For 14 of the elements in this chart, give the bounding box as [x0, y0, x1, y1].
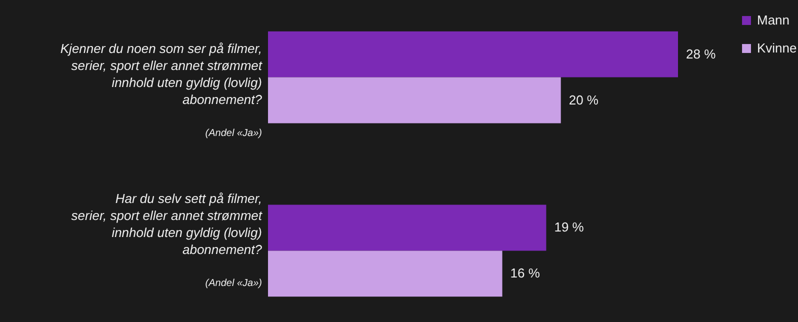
text: (Andel «Ja») — [205, 128, 262, 139]
y-tick-label: Kjenner du noen som ser på filmer, serier, sport eller annet strømmet innhold uten gyldig (lovlig) abonnement? — [60, 41, 264, 107]
bar — [268, 77, 561, 124]
data-label: 16 % — [510, 266, 540, 281]
legend-label: Kvinne — [757, 40, 797, 56]
data-label: 19 % — [554, 220, 584, 235]
bar — [268, 250, 502, 297]
text: (Andel «Ja») — [205, 278, 262, 289]
legend-label: Mann — [757, 12, 790, 28]
bar — [268, 31, 678, 78]
data-label: 20 % — [568, 92, 599, 108]
bar — [268, 204, 546, 251]
data-label: 28 % — [686, 46, 716, 62]
y-tick-label: Har du selv sett på filmer, serier, sport eller annet strømmet innhold uten gyldig (lovlig) abonnement? — [71, 191, 264, 257]
